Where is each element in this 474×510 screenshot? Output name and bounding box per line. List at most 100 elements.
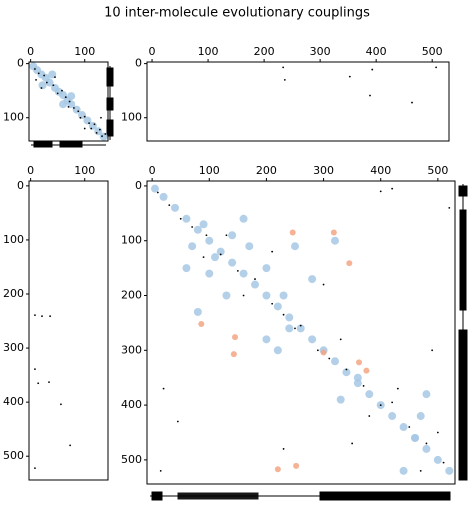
point: [353, 379, 362, 388]
x-tick-label: 0: [149, 164, 156, 177]
point: [348, 75, 351, 78]
x-tick-label: 100: [74, 164, 95, 177]
point: [425, 442, 428, 445]
point: [339, 338, 342, 341]
point: [433, 455, 442, 464]
y-tick-label: 300: [121, 343, 142, 356]
point: [45, 81, 48, 84]
point: [294, 327, 296, 330]
point: [331, 357, 339, 366]
point: [191, 226, 194, 228]
point: [442, 461, 445, 464]
point: [232, 334, 238, 341]
point: [322, 283, 325, 286]
point: [230, 351, 237, 358]
point: [100, 116, 102, 119]
point: [162, 387, 165, 390]
point: [95, 131, 98, 134]
point: [431, 349, 434, 352]
y-tick-label: 0: [135, 179, 142, 192]
point: [379, 404, 382, 406]
point: [353, 373, 362, 382]
point: [362, 385, 365, 387]
point: [193, 307, 202, 316]
point: [396, 387, 399, 390]
point: [211, 253, 219, 262]
x-tick-label: 500: [422, 45, 443, 58]
point: [202, 256, 205, 259]
point: [93, 123, 96, 126]
x-tick-label: 300: [310, 45, 331, 58]
x-tick-label: 400: [366, 45, 387, 58]
point: [83, 127, 86, 130]
y-tick-label: 0: [17, 57, 24, 70]
point: [342, 368, 351, 377]
point: [48, 70, 57, 79]
point: [40, 87, 43, 89]
point: [34, 368, 36, 371]
point: [54, 76, 56, 79]
point: [37, 382, 40, 385]
point: [79, 116, 82, 119]
point: [34, 467, 36, 470]
point: [271, 302, 274, 305]
point: [73, 107, 75, 109]
panel-frame: [28, 61, 109, 142]
point: [262, 291, 271, 300]
x-tick-label: 300: [313, 164, 334, 177]
y-tick-label: 400: [3, 395, 24, 408]
point: [61, 89, 63, 92]
point: [262, 335, 271, 344]
y-tick-label: 400: [121, 398, 142, 411]
panel-frame: [28, 180, 109, 481]
y-tick-label: 0: [17, 179, 24, 192]
point: [41, 315, 43, 318]
point: [274, 466, 281, 473]
point: [308, 335, 317, 344]
point: [279, 291, 288, 300]
point: [98, 128, 101, 131]
point: [68, 100, 71, 103]
point: [331, 236, 339, 245]
x-tick-label: 400: [370, 164, 391, 177]
point: [60, 403, 62, 406]
point: [293, 462, 300, 469]
point: [45, 78, 54, 87]
point: [59, 100, 68, 109]
point: [273, 302, 282, 311]
point: [159, 192, 168, 201]
point: [168, 204, 171, 207]
point: [369, 94, 371, 97]
point: [422, 444, 431, 453]
point: [77, 110, 80, 113]
point: [388, 412, 397, 421]
point: [159, 469, 162, 472]
x-tick-label: 200: [254, 45, 275, 58]
point: [296, 324, 305, 333]
point: [236, 269, 239, 272]
point: [419, 469, 422, 472]
point: [356, 359, 362, 366]
point: [88, 122, 90, 125]
point: [104, 133, 107, 135]
point: [368, 415, 371, 417]
x-tick-label: 0: [27, 45, 34, 58]
point: [56, 92, 59, 95]
point: [239, 269, 248, 278]
y-tick-label: 500: [121, 453, 142, 466]
point: [330, 229, 337, 236]
chart-title: 10 inter-molecule evolutionary couplings: [104, 6, 370, 21]
point: [49, 315, 52, 318]
point: [216, 247, 225, 256]
point: [283, 78, 286, 81]
point: [282, 313, 285, 316]
point: [291, 242, 299, 251]
point: [222, 291, 231, 300]
point: [282, 448, 285, 450]
point: [299, 324, 302, 327]
point: [289, 229, 296, 236]
point: [90, 127, 93, 130]
point: [37, 72, 40, 75]
point: [251, 280, 259, 289]
point: [176, 420, 179, 423]
